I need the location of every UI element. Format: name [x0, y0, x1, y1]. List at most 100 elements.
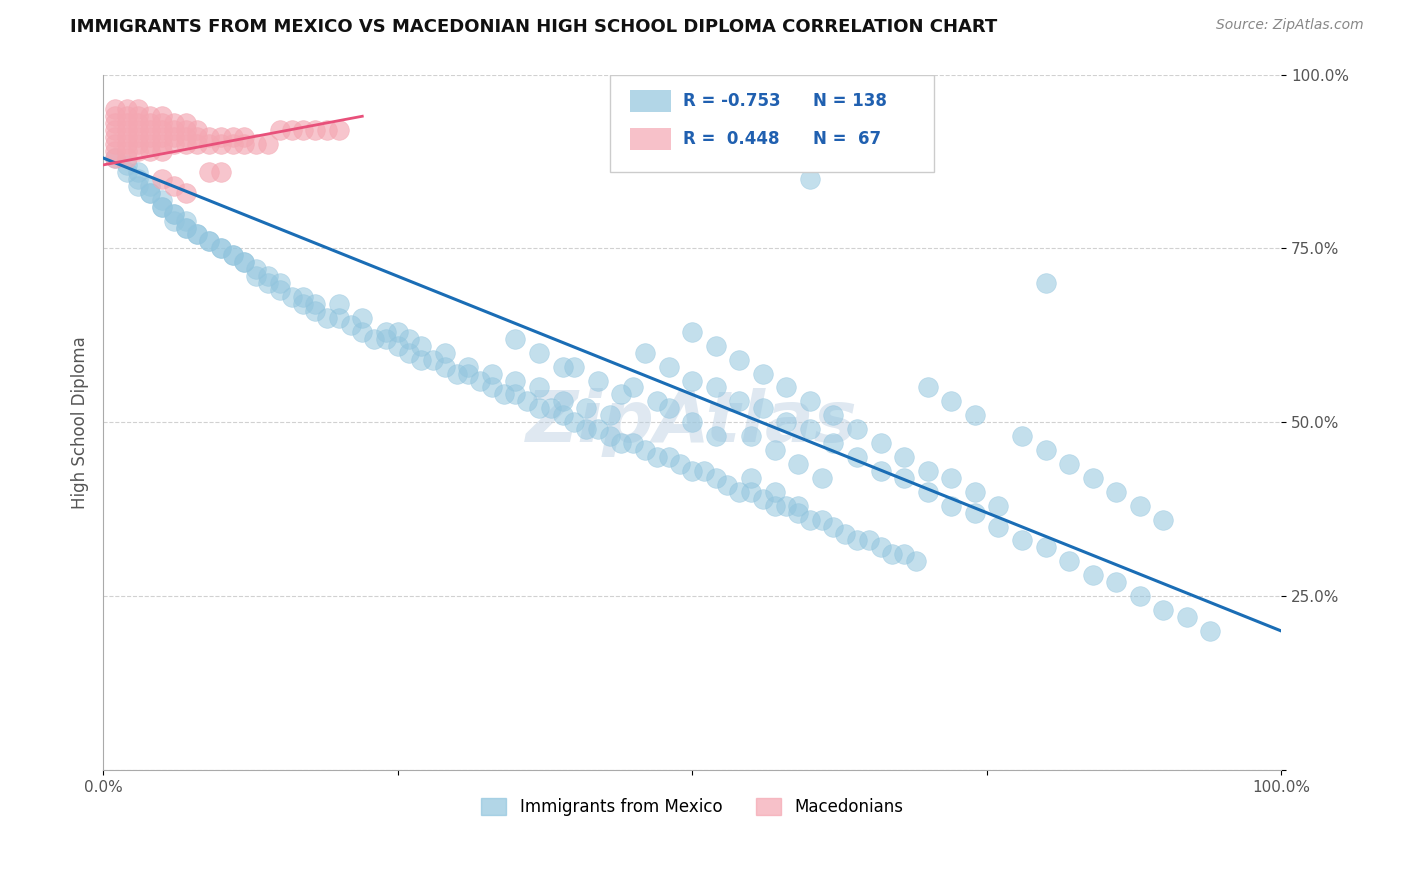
- Point: [328, 310, 350, 325]
- Point: [127, 116, 149, 130]
- Point: [387, 339, 409, 353]
- Point: [669, 457, 692, 471]
- Point: [704, 380, 727, 394]
- Point: [139, 123, 162, 137]
- Point: [987, 519, 1010, 533]
- Point: [433, 345, 456, 359]
- Point: [846, 450, 869, 464]
- Point: [681, 374, 703, 388]
- Point: [115, 116, 138, 130]
- Point: [198, 137, 221, 152]
- Text: N = 138: N = 138: [814, 92, 887, 110]
- Point: [304, 304, 326, 318]
- Point: [810, 513, 832, 527]
- Point: [304, 123, 326, 137]
- Point: [174, 213, 197, 227]
- Point: [186, 137, 208, 152]
- Point: [610, 387, 633, 401]
- Point: [150, 171, 173, 186]
- Point: [917, 380, 939, 394]
- Point: [411, 352, 433, 367]
- Point: [516, 394, 538, 409]
- Point: [763, 443, 786, 458]
- Point: [551, 359, 574, 374]
- Point: [280, 290, 302, 304]
- Point: [505, 374, 527, 388]
- Point: [127, 123, 149, 137]
- Point: [163, 123, 186, 137]
- Point: [728, 394, 751, 409]
- Point: [1035, 443, 1057, 458]
- Point: [127, 178, 149, 193]
- Point: [150, 200, 173, 214]
- Point: [115, 165, 138, 179]
- Point: [457, 367, 479, 381]
- Point: [411, 339, 433, 353]
- Point: [139, 109, 162, 123]
- Point: [222, 248, 245, 262]
- Point: [893, 471, 915, 485]
- Point: [209, 165, 232, 179]
- Point: [174, 130, 197, 145]
- Point: [1199, 624, 1222, 638]
- Point: [363, 332, 385, 346]
- Point: [374, 332, 396, 346]
- Point: [115, 130, 138, 145]
- Point: [562, 415, 585, 429]
- Point: [963, 409, 986, 423]
- Point: [1057, 554, 1080, 568]
- Point: [799, 394, 821, 409]
- Point: [292, 297, 315, 311]
- Point: [869, 436, 891, 450]
- Point: [823, 519, 845, 533]
- Point: [174, 123, 197, 137]
- Point: [150, 137, 173, 152]
- Point: [104, 151, 127, 165]
- Point: [551, 409, 574, 423]
- Point: [257, 276, 280, 290]
- Point: [433, 359, 456, 374]
- Point: [799, 422, 821, 436]
- Point: [799, 513, 821, 527]
- Point: [280, 123, 302, 137]
- Point: [233, 255, 256, 269]
- Point: [681, 464, 703, 478]
- Point: [139, 178, 162, 193]
- Point: [752, 367, 775, 381]
- Point: [245, 269, 267, 284]
- Point: [540, 401, 562, 416]
- Point: [787, 506, 810, 520]
- Point: [115, 144, 138, 158]
- Point: [304, 297, 326, 311]
- Point: [127, 130, 149, 145]
- Point: [704, 339, 727, 353]
- Point: [163, 206, 186, 220]
- Text: N =  67: N = 67: [814, 130, 882, 148]
- Point: [716, 478, 738, 492]
- Point: [186, 130, 208, 145]
- Point: [186, 227, 208, 242]
- Point: [115, 151, 138, 165]
- Point: [457, 359, 479, 374]
- Point: [104, 137, 127, 152]
- Point: [858, 533, 880, 548]
- Point: [198, 235, 221, 249]
- Point: [763, 484, 786, 499]
- Point: [987, 499, 1010, 513]
- Point: [728, 484, 751, 499]
- Point: [292, 290, 315, 304]
- Point: [374, 325, 396, 339]
- Point: [257, 269, 280, 284]
- Point: [127, 144, 149, 158]
- Text: IMMIGRANTS FROM MEXICO VS MACEDONIAN HIGH SCHOOL DIPLOMA CORRELATION CHART: IMMIGRANTS FROM MEXICO VS MACEDONIAN HIG…: [70, 18, 997, 36]
- Point: [104, 109, 127, 123]
- Point: [586, 374, 609, 388]
- Point: [139, 186, 162, 200]
- Point: [481, 380, 503, 394]
- Point: [1035, 541, 1057, 555]
- Point: [328, 123, 350, 137]
- Point: [1057, 457, 1080, 471]
- Point: [316, 123, 339, 137]
- Point: [893, 548, 915, 562]
- Point: [233, 137, 256, 152]
